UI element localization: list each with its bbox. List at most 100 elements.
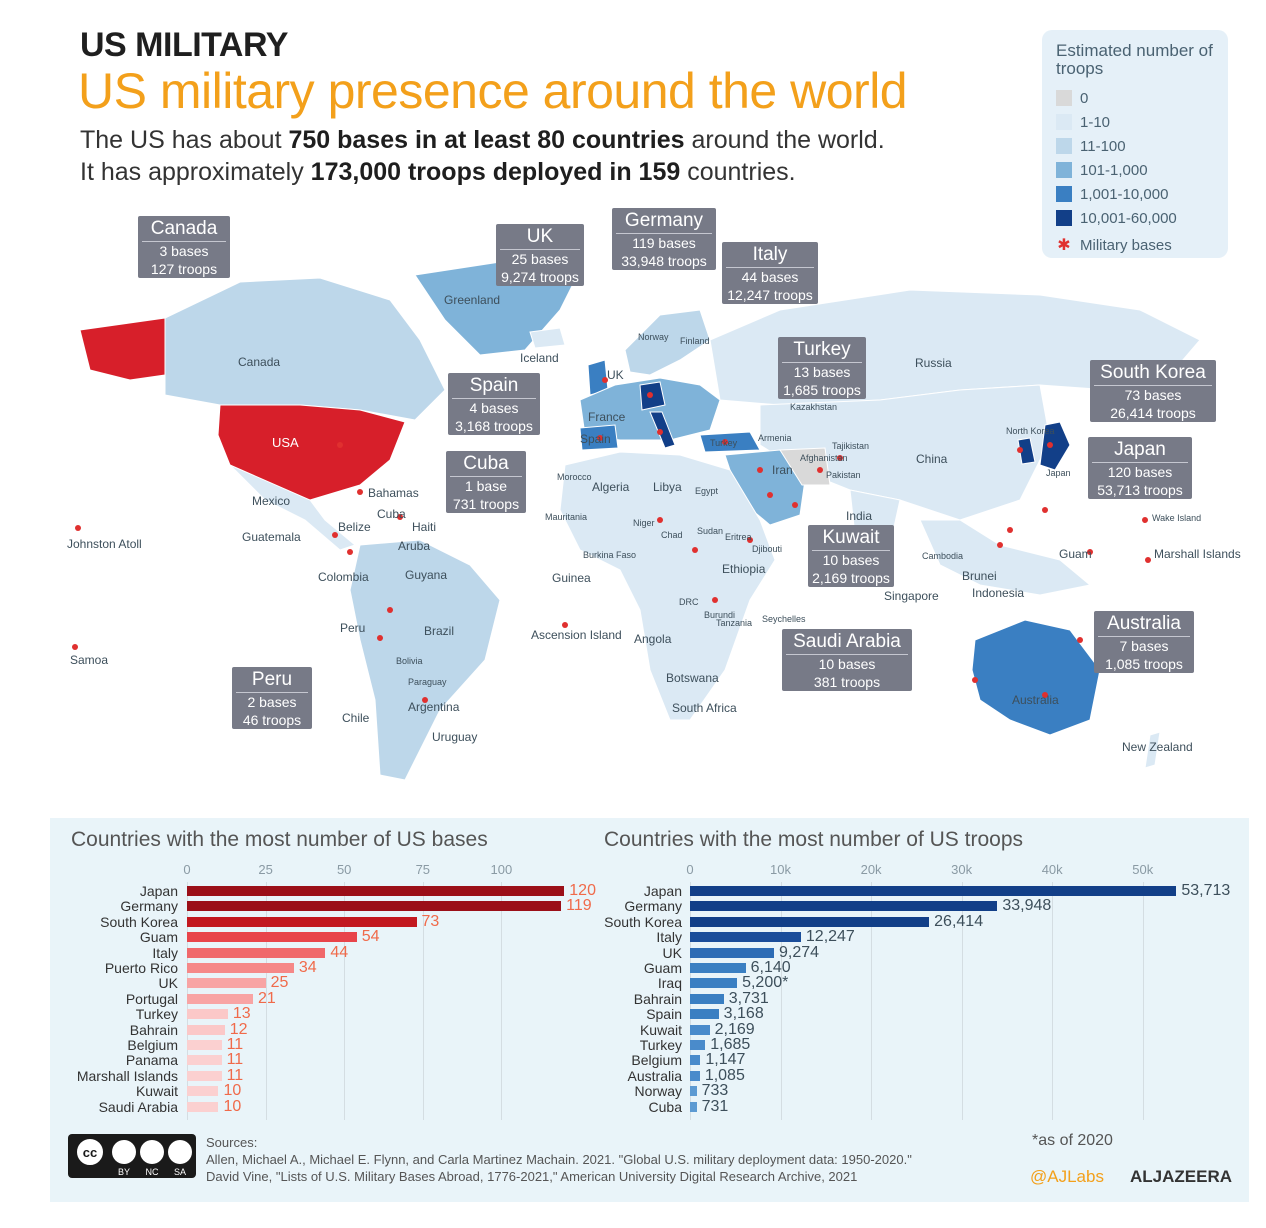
map-label-burundi: Burundi [704,610,736,620]
callout-japan: Japan 120 bases 53,713 troops [1088,437,1192,499]
callout-troops: 731 troops [452,496,520,512]
callout-bases: 10 bases [818,656,876,672]
bar [690,978,738,989]
callout-australia: Australia 7 bases 1,085 troops [1094,611,1194,673]
map-label-china: China [916,452,948,466]
value-label: 53,713 [1181,882,1231,899]
callout-troops: 46 troops [242,712,302,728]
legend-swatch [1056,162,1072,178]
category-label: Saudi Arabia [98,1098,178,1115]
footnote: *as of 2020 [1032,1132,1113,1149]
callout-country: Peru [236,669,308,693]
bar [187,1055,222,1066]
legend-item: 1,001-10,000 [1056,184,1168,204]
callout-country: Turkey [782,339,862,363]
value-label: 44 [330,943,349,961]
gridline [344,882,346,1120]
value-label: 11 [226,1051,244,1069]
callout-bases: 4 bases [469,400,519,416]
value-label: 733 [701,1082,729,1100]
legend-label: 10,001-60,000 [1080,209,1177,227]
bar [690,1055,701,1066]
map-label-kazakhstan: Kazakhstan [790,402,838,412]
bar [690,916,930,927]
map-label-france: France [588,410,626,424]
map-label-guyana: Guyana [405,568,448,582]
scandinavia-shape [624,309,711,376]
callout-country: Germany [616,210,712,234]
category-label: UK [158,975,178,992]
category-label: Iraq [657,975,682,992]
africa-shape [559,451,776,721]
map-label-colombia: Colombia [318,570,369,584]
map-label-australia: Australia [1012,693,1059,707]
value-label: 5,200* [742,974,789,992]
value-label: 25 [270,974,289,992]
map-label-sudan: Sudan [697,526,724,536]
map-label-morocco: Morocco [557,472,592,482]
value-label: 34 [298,959,317,976]
intro-line-2: It has approximately 173,000 troops depl… [80,158,796,186]
value-label: 6,140 [750,959,791,976]
map-label-eritrea: Eritrea [725,532,752,542]
callout-country: UK [500,226,580,250]
legend-swatch [1056,210,1072,226]
bar [187,901,562,912]
map-label-belize: Belize [338,520,371,534]
map-label-indonesia: Indonesia [972,586,1025,600]
category-label: Turkey [639,1037,682,1053]
australia-shape [971,619,1101,736]
bar [187,1040,222,1050]
map-label-peru: Peru [340,621,366,635]
category-label: Australia [627,1067,682,1084]
bar [690,1101,697,1112]
value-label: 13 [232,1005,251,1023]
category-label: Japan [139,883,178,899]
troops-chart-title: Countries with the most number of US tro… [604,828,1024,851]
legend: Estimated number of troops 0 1-10 11-100 10… [1042,30,1228,258]
value-label: 12,247 [805,928,855,946]
map-label-afghanistan: Afghanistan [800,453,848,463]
map-label-paraguay: Paraguay [408,677,447,687]
map-label-iran: Iran [772,463,793,477]
map-label-tanzania: Tanzania [716,618,753,628]
value-label: 3,731 [728,989,769,1007]
map-label-mauritania: Mauritania [545,512,588,522]
callout-troops: 2,169 troops [812,570,890,586]
map-label-mexico: Mexico [252,494,291,508]
legend-swatch [1056,114,1072,130]
aljazeera-logo: ALJAZEERA [1130,1167,1233,1186]
new-zealand-shape [1144,731,1161,769]
callout-country: Australia [1098,613,1190,637]
legend-item-bases: ✱ Military bases [1057,236,1172,255]
callout-italy: Italy 44 bases 12,247 troops [722,242,818,304]
map-label-ethiopia: Ethiopia [722,562,766,576]
callout-troops: 12,247 troops [727,287,813,303]
svg-text:cc: cc [83,1145,97,1160]
by-icon [112,1140,136,1164]
category-label: Guam [643,960,682,976]
callout-bases: 44 bases [741,269,799,285]
map-label-turkey: Turkey [710,438,738,448]
source-1: Allen, Michael A., Michael E. Flynn, and… [206,1152,912,1167]
bar [690,993,724,1004]
category-label: Germany [624,898,682,915]
sa-icon [168,1140,192,1164]
callout-country: Japan [1092,439,1188,463]
value-label: 11 [226,1036,244,1053]
gridline [422,882,424,1120]
category-label: Belgium [631,1052,682,1069]
callout-country: South Korea [1094,362,1212,386]
bar [690,1070,700,1081]
map-label-brunei: Brunei [962,569,997,583]
value-label: 21 [258,989,276,1007]
map-label-chad: Chad [661,530,683,540]
tick-label: 100 [490,862,513,877]
ajlabs-handle[interactable]: @AJLabs [1030,1167,1104,1186]
usa-shape [217,404,406,501]
cc-license-badge: cc BY NC SA [68,1134,196,1178]
map-label-japan: Japan [1046,468,1071,478]
japan-shape [1039,421,1071,471]
bar [187,886,565,896]
southeast-asia-shape [919,519,1092,596]
